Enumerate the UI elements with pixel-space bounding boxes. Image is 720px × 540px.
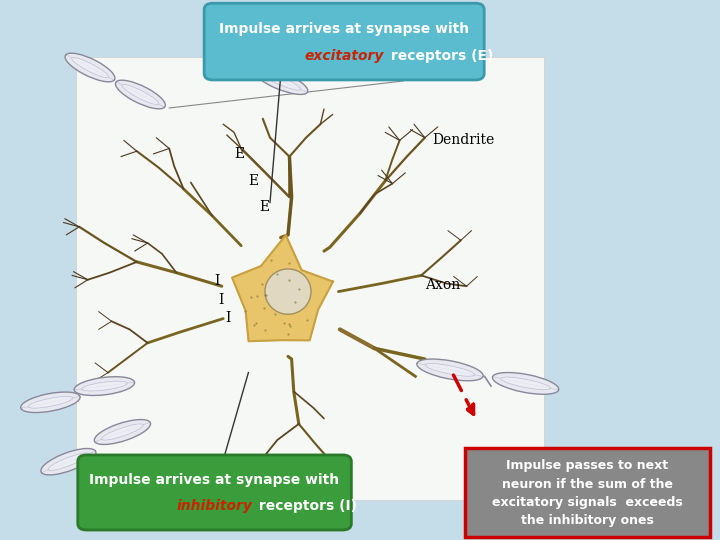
Ellipse shape	[501, 377, 550, 390]
FancyBboxPatch shape	[465, 448, 710, 537]
Text: Dendrite: Dendrite	[432, 133, 494, 147]
Ellipse shape	[417, 359, 483, 381]
Text: Axon: Axon	[425, 278, 460, 292]
Ellipse shape	[74, 377, 135, 395]
FancyBboxPatch shape	[76, 57, 544, 500]
Text: I: I	[225, 310, 230, 325]
Ellipse shape	[21, 392, 80, 413]
Text: inhibitory: inhibitory	[176, 499, 253, 513]
Text: neuron if the sum of the: neuron if the sum of the	[502, 477, 673, 491]
Text: excitatory signals  exceeds: excitatory signals exceeds	[492, 496, 683, 509]
Ellipse shape	[253, 68, 308, 94]
Ellipse shape	[115, 80, 166, 109]
Ellipse shape	[426, 363, 474, 376]
Ellipse shape	[82, 381, 127, 391]
Ellipse shape	[122, 85, 158, 104]
Ellipse shape	[28, 396, 73, 408]
Text: receptors (I): receptors (I)	[254, 499, 357, 513]
Ellipse shape	[41, 449, 96, 475]
Polygon shape	[232, 235, 333, 341]
Text: receptors (E): receptors (E)	[386, 49, 493, 63]
Ellipse shape	[492, 373, 559, 394]
Text: I: I	[218, 293, 223, 307]
Ellipse shape	[265, 269, 311, 314]
Ellipse shape	[102, 424, 143, 440]
Text: E: E	[234, 147, 244, 161]
Text: the inhibitory ones: the inhibitory ones	[521, 515, 654, 528]
FancyBboxPatch shape	[78, 455, 351, 530]
FancyBboxPatch shape	[204, 3, 484, 80]
Ellipse shape	[216, 45, 252, 68]
Text: Impulse passes to next: Impulse passes to next	[506, 459, 669, 472]
Ellipse shape	[72, 58, 108, 77]
Ellipse shape	[94, 420, 150, 444]
Text: Impulse arrives at synapse with: Impulse arrives at synapse with	[219, 22, 469, 36]
Ellipse shape	[261, 72, 301, 90]
Text: excitatory: excitatory	[305, 49, 384, 63]
Text: E: E	[248, 174, 258, 188]
Text: Impulse arrives at synapse with: Impulse arrives at synapse with	[89, 473, 340, 487]
Ellipse shape	[65, 53, 115, 82]
Ellipse shape	[210, 40, 258, 73]
Text: E: E	[259, 200, 269, 214]
Text: I: I	[215, 274, 220, 288]
Ellipse shape	[48, 453, 89, 470]
